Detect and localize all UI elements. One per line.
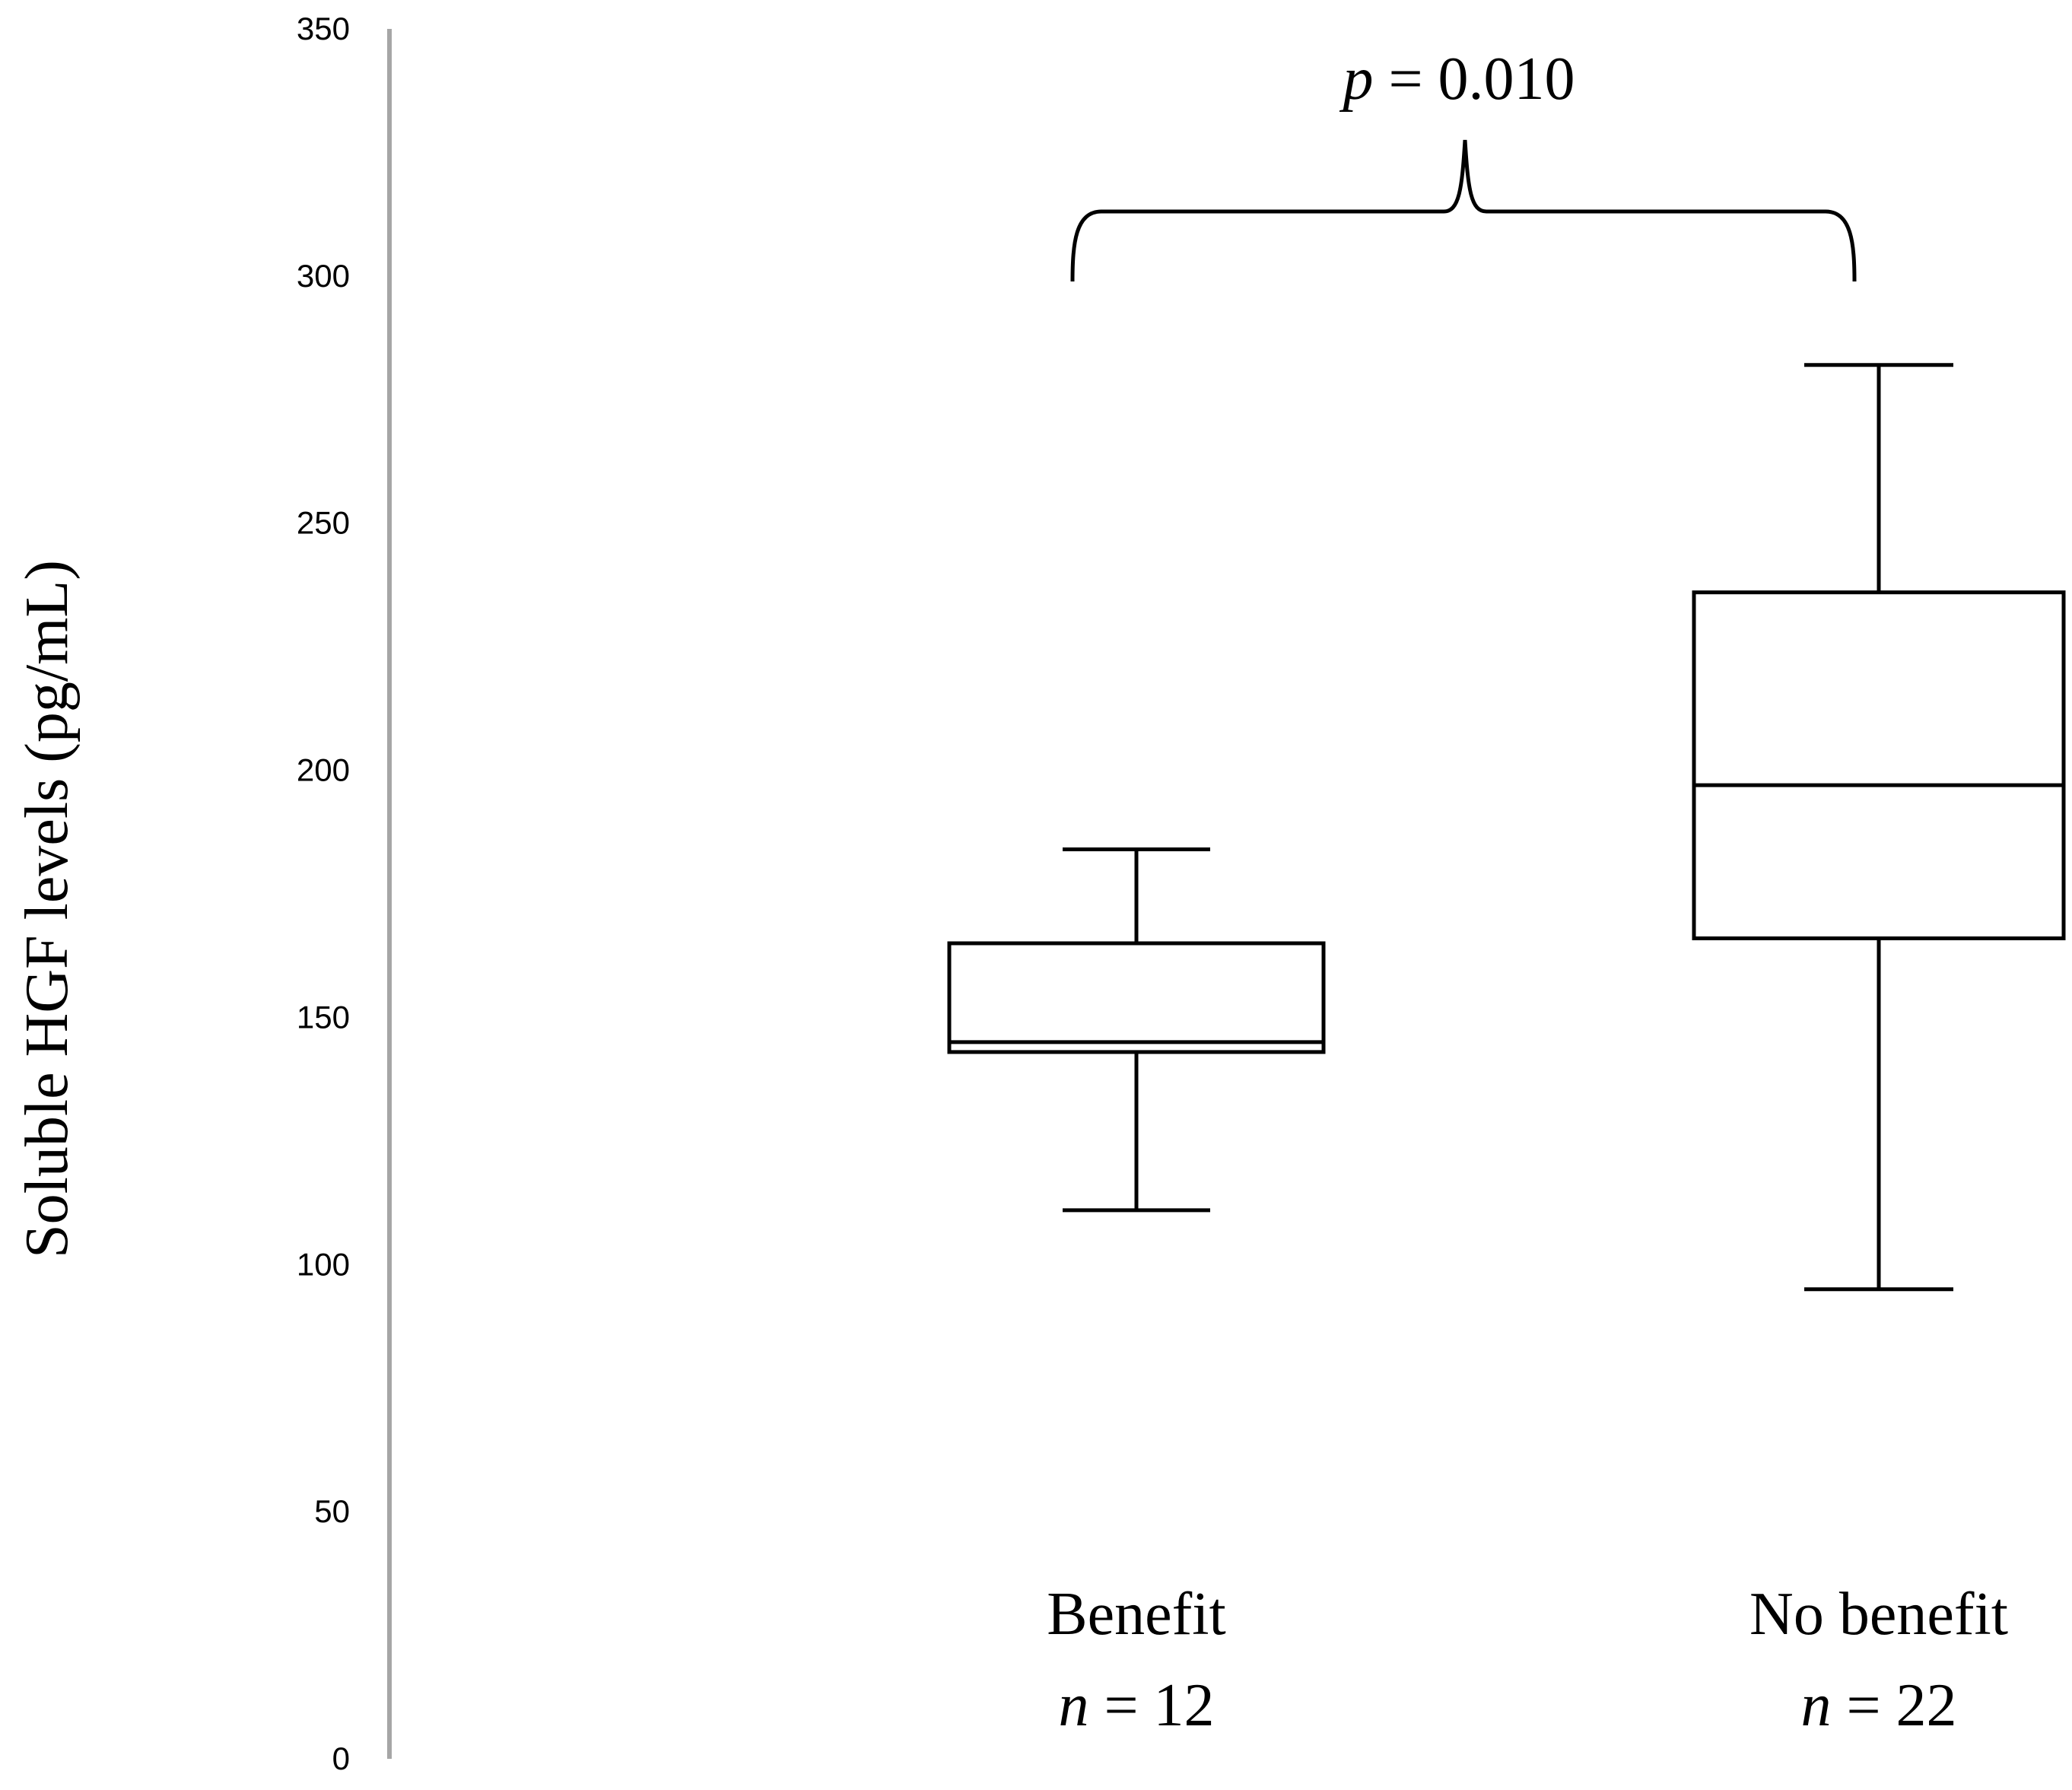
y-axis-label: Soluble HGF levels (pg/mL): [14, 560, 81, 1258]
bracket-path: [1070, 139, 1857, 282]
category-label: Benefit: [1047, 1581, 1225, 1648]
boxes: [947, 363, 2066, 1292]
y-tick-label: 100: [297, 1246, 350, 1282]
sample-size-label: n = 22: [1800, 1672, 1956, 1739]
category-label: No benefit: [1749, 1581, 2008, 1648]
y-tick-label: 350: [297, 11, 350, 46]
p-value: = 0.010: [1373, 46, 1575, 113]
n-symbol: n: [1058, 1672, 1088, 1739]
iqr-box: [947, 941, 1326, 1054]
n-value: = 22: [1831, 1672, 1956, 1739]
p-symbol: p: [1339, 46, 1373, 113]
box-group: [947, 847, 1326, 1213]
box-group: [1692, 363, 2066, 1292]
y-axis-ticks: 0 50 100 150 200 250 300 350: [297, 11, 350, 1776]
p-value-label: p = 0.010: [1339, 46, 1575, 113]
significance-bracket: p = 0.010: [1070, 46, 1857, 282]
iqr-box: [1692, 590, 2066, 940]
y-tick-label: 150: [297, 999, 350, 1035]
y-tick-label: 300: [297, 258, 350, 294]
category-labels: Benefit n = 12 No benefit n = 22: [1047, 1581, 2008, 1739]
n-value: = 12: [1088, 1672, 1214, 1739]
y-tick-label: 250: [297, 505, 350, 541]
n-symbol: n: [1800, 1672, 1831, 1739]
y-tick-label: 200: [297, 752, 350, 788]
y-tick-label: 50: [314, 1493, 350, 1529]
sample-size-label: n = 12: [1058, 1672, 1214, 1739]
y-tick-label: 0: [332, 1741, 350, 1776]
